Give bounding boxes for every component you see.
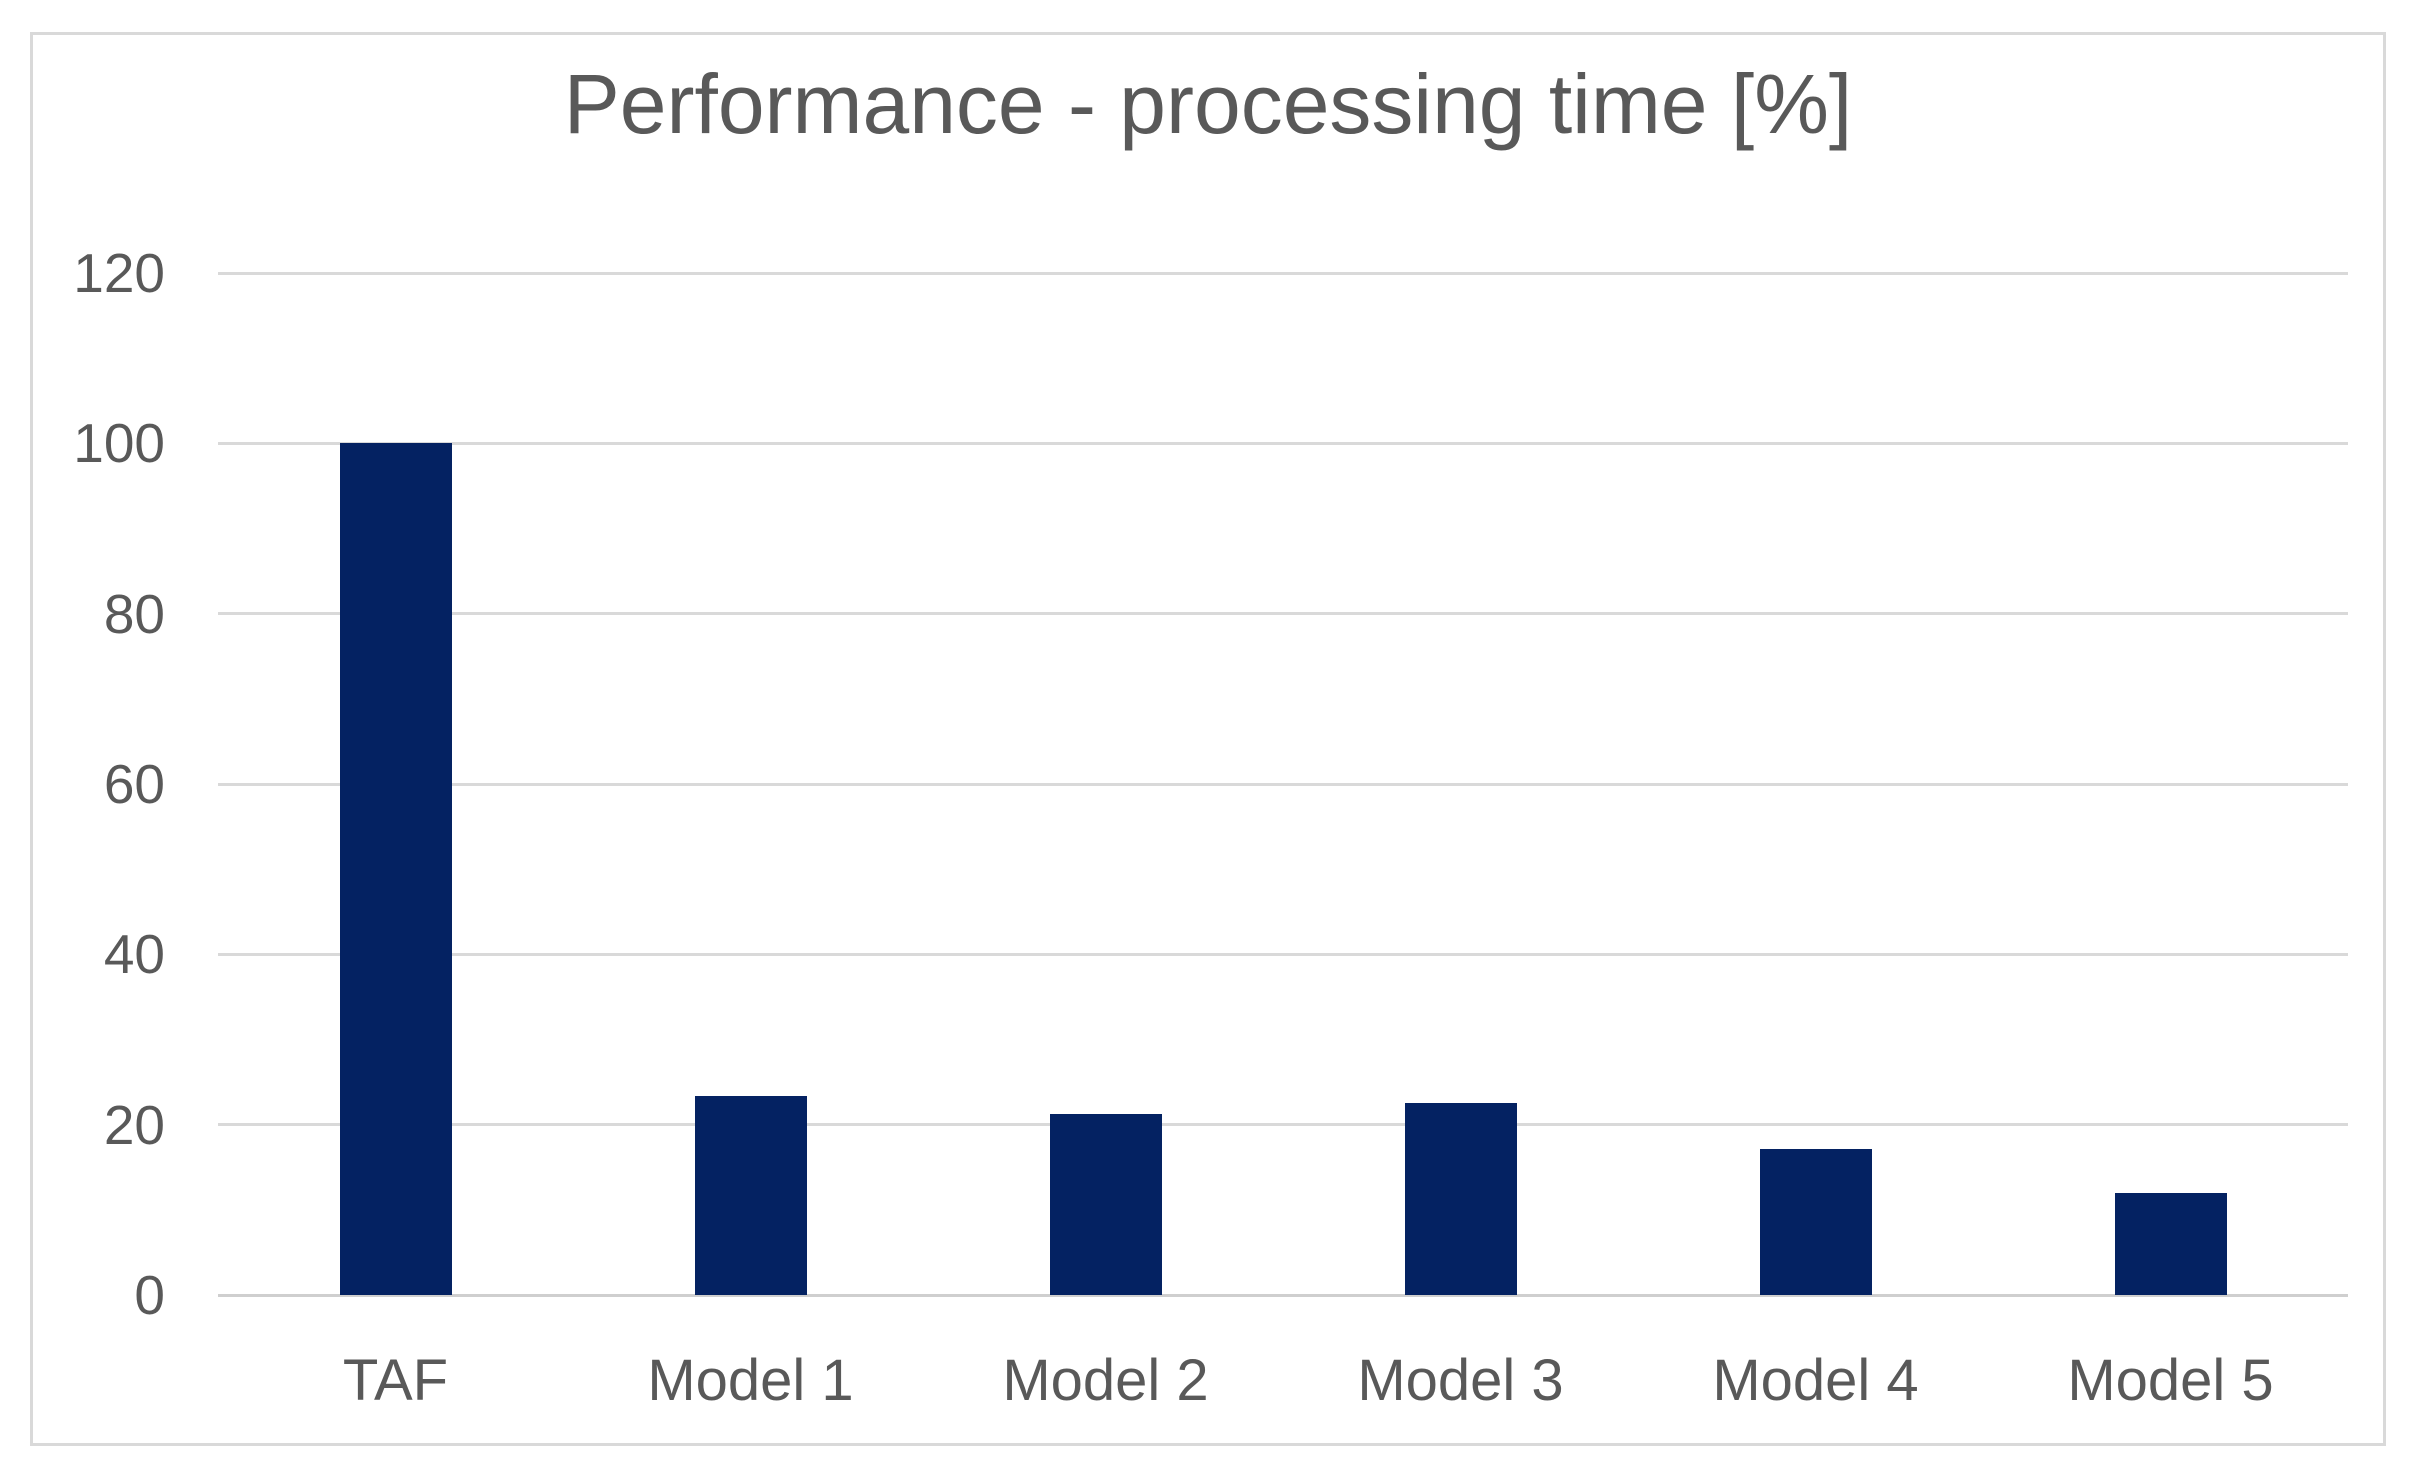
gridline [218, 271, 2348, 275]
x-axis-category-labels: TAF Model 1 Model 2 Model 3 Model 4 Model 5 [218, 1352, 2348, 1422]
gridline [218, 441, 2348, 445]
gridline [218, 782, 2348, 786]
bar-model-3 [1404, 1103, 1517, 1295]
plot-area [218, 271, 2348, 1297]
x-axis-baseline [218, 1293, 2348, 1297]
gridline [218, 1123, 2348, 1127]
bar-model-4 [1759, 1148, 1872, 1295]
bar-model-1 [694, 1095, 807, 1295]
y-tick-label: 40 [103, 923, 165, 986]
gridline [218, 952, 2348, 956]
y-tick-label: 20 [103, 1093, 165, 1156]
y-tick-label: 0 [134, 1264, 165, 1326]
y-tick-label: 60 [103, 753, 165, 815]
y-tick-label: 120 [73, 242, 165, 304]
x-category-label: Model 3 [1357, 1348, 1564, 1413]
x-category-label: Model 2 [1002, 1348, 1209, 1413]
chart-frame: Performance - processing time [%] 0 20 40 6… [30, 32, 2386, 1446]
y-tick-label: 80 [103, 582, 165, 645]
bar-model-5 [2114, 1192, 2227, 1295]
x-category-label: TAF [342, 1348, 449, 1413]
x-category-label: Model 1 [647, 1348, 854, 1413]
gridline [218, 612, 2348, 616]
chart-title: Performance - processing time [%] [563, 57, 1853, 151]
x-category-label: Model 4 [1712, 1348, 1919, 1413]
y-tick-label: 100 [73, 412, 165, 475]
bar-model-2 [1049, 1113, 1162, 1295]
bar-taf [339, 443, 452, 1295]
x-category-label: Model 5 [2067, 1348, 2274, 1413]
